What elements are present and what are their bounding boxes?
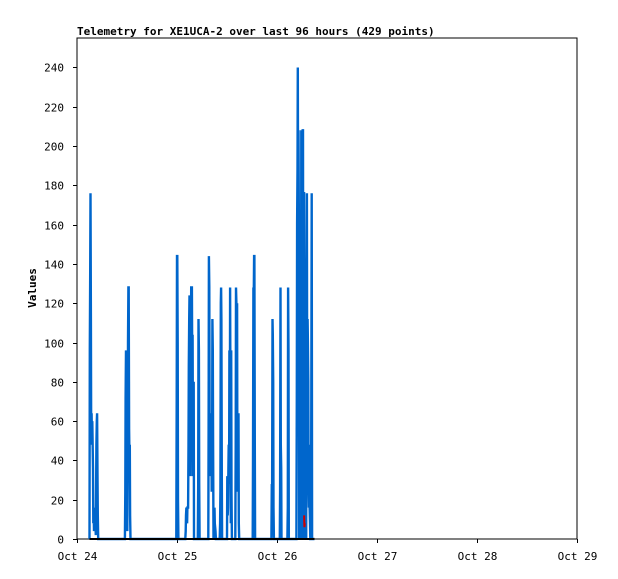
x-tick-label: Oct 24 (58, 550, 98, 563)
series-layer (88, 67, 315, 541)
x-tick-label: Oct 28 (458, 550, 498, 563)
plot-area-frame (76, 37, 578, 540)
y-tick-label: 180 (44, 180, 64, 193)
chart-title: Telemetry for XE1UCA-2 over last 96 hour… (77, 25, 435, 38)
series-line (303, 515, 306, 528)
y-tick-label: 120 (44, 298, 64, 311)
y-tick-label: 100 (44, 338, 64, 351)
y-tick-label: 160 (44, 220, 64, 233)
y-tick-label: 200 (44, 141, 64, 154)
y-tick-label: 60 (51, 416, 64, 429)
x-tick-label: Oct 27 (358, 550, 398, 563)
y-tick-label: 140 (44, 259, 64, 272)
x-axis: Oct 24 Oct 25 Oct 26 Oct 27 Oct 28 Oct 29 (58, 539, 598, 563)
y-tick-label: 220 (44, 102, 64, 115)
x-tick-label: Oct 25 (158, 550, 198, 563)
x-tick-label: Oct 29 (558, 550, 598, 563)
series-line (88, 67, 315, 541)
y-axis-label: Values (26, 268, 39, 308)
y-tick-label: 240 (44, 62, 64, 75)
x-tick-label: Oct 26 (258, 550, 298, 563)
y-tick-label: 40 (51, 455, 64, 468)
y-tick-label: 80 (51, 377, 64, 390)
y-tick-label: 20 (51, 495, 64, 508)
y-axis: 0 20 40 60 80 100 120 140 160 180 200 220 240 (44, 62, 77, 547)
y-tick-label: 0 (57, 534, 64, 547)
